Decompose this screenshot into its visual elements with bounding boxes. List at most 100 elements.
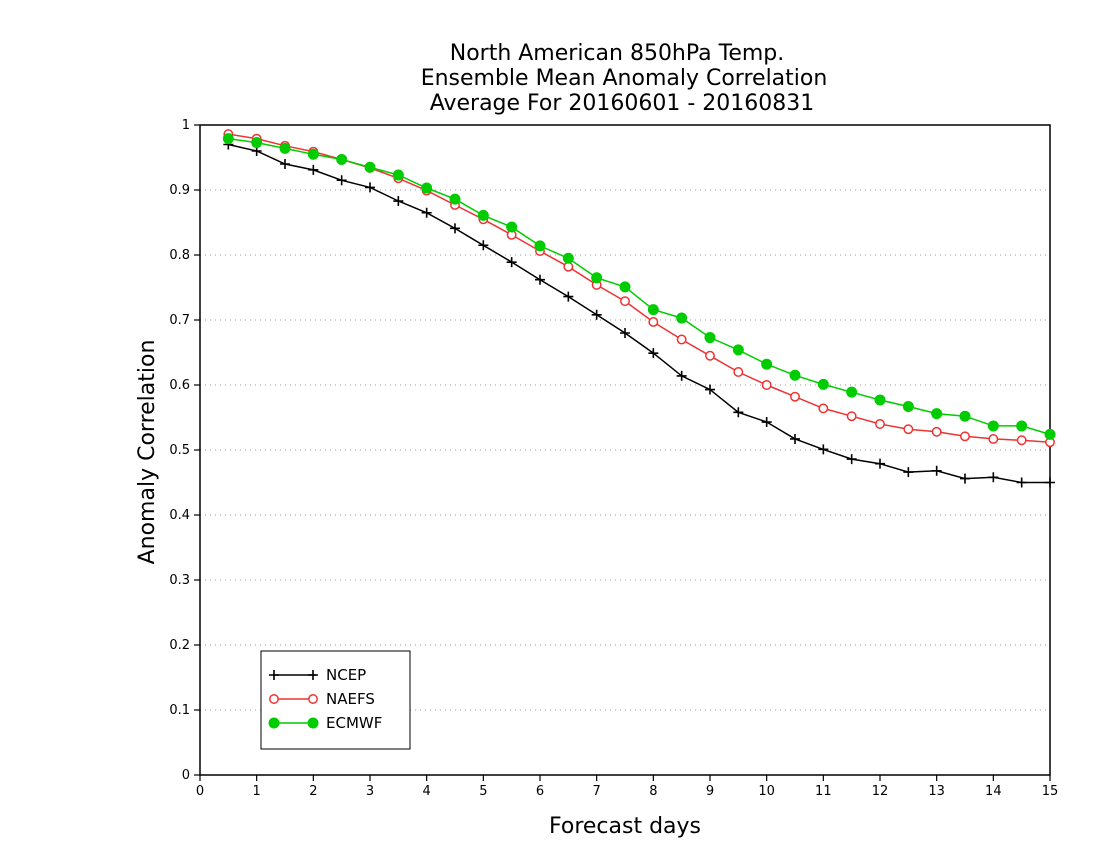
data-point-ecmwf <box>421 182 433 194</box>
x-tick-label: 1 <box>253 784 261 799</box>
legend-marker <box>308 694 318 704</box>
data-point-ncep <box>875 458 885 469</box>
x-tick-label: 4 <box>423 784 431 799</box>
data-point-ecmwf <box>392 169 404 181</box>
data-point-ncep <box>308 164 319 175</box>
data-point-naefs <box>818 403 829 414</box>
data-point-ecmwf <box>1016 420 1028 432</box>
data-point-ncep <box>988 472 999 483</box>
data-point-ecmwf <box>534 240 546 252</box>
data-point-ecmwf <box>619 281 631 293</box>
data-point-ncep <box>393 196 404 207</box>
y-tick-label: 0.5 <box>169 443 190 458</box>
legend-marker <box>308 670 318 680</box>
data-point-naefs <box>648 317 659 327</box>
data-point-naefs <box>988 434 999 444</box>
chart-title: North American 850hPa Temp. Ensemble Mea… <box>421 41 828 116</box>
legend-marker <box>269 694 279 704</box>
y-tick-label: 0.7 <box>169 313 190 328</box>
data-point-ncep <box>818 444 829 455</box>
x-tick-label: 7 <box>593 784 601 799</box>
data-point-ecmwf <box>279 142 291 154</box>
x-tick-label: 13 <box>928 784 945 799</box>
legend: NCEP NAEFS ECMWF <box>260 650 411 750</box>
data-point-ncep <box>421 207 432 218</box>
data-point-ecmwf <box>676 312 688 324</box>
data-point-ecmwf <box>477 209 489 221</box>
y-tick-label: 0.3 <box>169 573 190 588</box>
data-point-ncep <box>790 433 800 444</box>
x-tick-label: 10 <box>758 784 775 799</box>
data-point-naefs <box>931 426 942 437</box>
data-point-ecmwf <box>307 148 319 160</box>
legend-label-ecmwf: ECMWF <box>326 714 382 732</box>
data-point-ecmwf <box>874 394 886 406</box>
y-axis: 0 0.1 0.2 0.3 0.4 0.5 0.6 0.7 0.8 0.9 1 <box>169 118 200 783</box>
x-tick-label: 12 <box>872 784 889 799</box>
series-layer <box>222 129 1056 488</box>
data-point-ncep <box>931 465 942 476</box>
data-point-ncep <box>506 257 517 268</box>
data-point-ecmwf <box>817 378 829 390</box>
y-tick-label: 0.1 <box>169 703 190 718</box>
data-point-ecmwf <box>959 410 971 422</box>
data-point-ecmwf <box>222 133 234 145</box>
y-tick-label: 0.8 <box>169 248 190 263</box>
data-point-ncep <box>960 473 970 484</box>
data-point-ecmwf <box>506 221 518 233</box>
data-point-ncep <box>676 370 687 381</box>
title-line-2: Ensemble Mean Anomaly Correlation <box>421 66 828 91</box>
title-line-1: North American 850hPa Temp. <box>450 41 785 66</box>
data-point-ncep <box>535 274 545 285</box>
y-tick-label: 0 <box>182 768 190 783</box>
data-point-ecmwf <box>591 272 603 284</box>
y-tick-label: 0.4 <box>169 508 190 523</box>
legend-item-naefs: NAEFS <box>269 690 375 708</box>
data-point-ecmwf <box>732 344 744 356</box>
data-point-ncep <box>1045 477 1055 488</box>
data-point-ecmwf <box>1044 428 1056 440</box>
data-point-ecmwf <box>761 358 773 370</box>
series-line-ncep <box>228 143 1050 484</box>
series-ecmwf <box>222 133 1056 440</box>
data-point-ncep <box>450 223 460 234</box>
data-point-ecmwf <box>987 420 999 432</box>
data-point-ncep <box>620 328 630 338</box>
legend-marker <box>269 670 279 680</box>
data-point-ecmwf <box>931 408 943 420</box>
data-point-naefs <box>790 391 800 402</box>
x-tick-label: 2 <box>309 784 317 799</box>
x-tick-label: 8 <box>649 784 657 799</box>
data-point-naefs <box>620 296 630 307</box>
x-tick-label: 6 <box>536 784 544 799</box>
legend-marker <box>268 717 280 729</box>
x-tick-label: 3 <box>366 784 374 799</box>
x-tick-label: 5 <box>479 784 487 799</box>
data-point-ncep <box>761 417 772 428</box>
data-point-naefs <box>960 431 970 442</box>
data-point-ecmwf <box>562 252 574 264</box>
data-point-ecmwf <box>902 400 914 412</box>
legend-item-ecmwf: ECMWF <box>268 714 382 732</box>
data-point-ncep <box>733 407 744 418</box>
legend-label-ncep: NCEP <box>326 666 366 684</box>
data-point-ncep <box>563 291 574 302</box>
x-axis-title: Forecast days <box>549 814 701 839</box>
data-point-ncep <box>280 159 290 169</box>
data-point-naefs <box>733 367 744 377</box>
data-point-ecmwf <box>364 161 376 173</box>
x-tick-label: 15 <box>1042 784 1059 799</box>
data-point-ncep <box>705 384 715 395</box>
data-point-ecmwf <box>251 137 263 149</box>
x-tick-label: 9 <box>706 784 714 799</box>
legend-marker <box>307 717 319 729</box>
data-point-ncep <box>846 454 857 465</box>
data-point-ecmwf <box>789 369 801 381</box>
x-axis: 0 1 2 3 4 5 6 7 8 9 10 11 12 13 14 15 <box>196 775 1058 799</box>
data-point-naefs <box>761 380 772 390</box>
y-tick-label: 1 <box>182 118 190 133</box>
data-point-ncep <box>365 182 375 193</box>
series-ncep <box>223 139 1055 488</box>
data-point-ncep <box>478 240 489 251</box>
